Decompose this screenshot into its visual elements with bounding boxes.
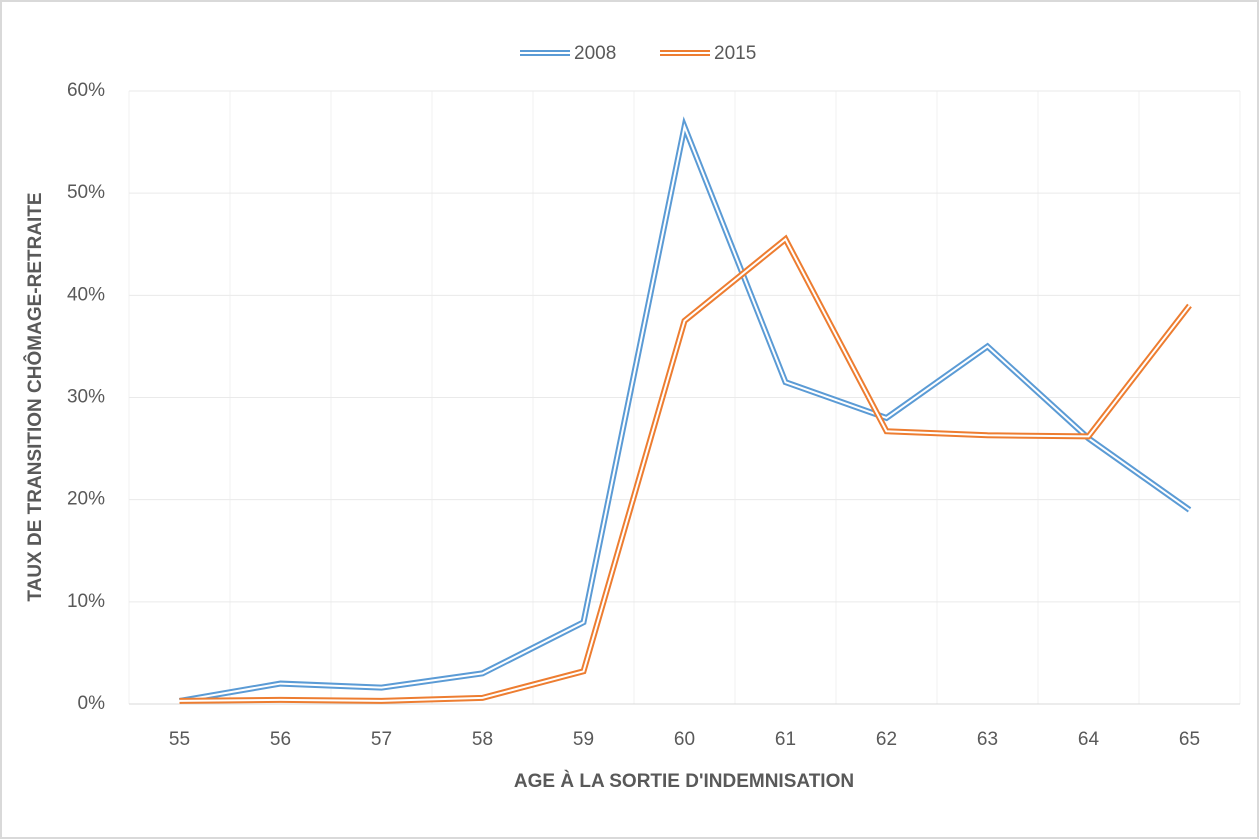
x-tick-label: 57 (371, 729, 392, 750)
y-tick-label: 60% (67, 80, 105, 101)
y-axis-title: TAUX DE TRANSITION CHÔMAGE-RETRAITE (24, 192, 46, 601)
x-tick-label: 64 (1078, 729, 1100, 750)
y-tick-label: 50% (67, 182, 105, 203)
y-tick-label: 40% (67, 284, 105, 305)
x-tick-label: 59 (573, 729, 594, 750)
x-tick-label: 60 (674, 729, 695, 750)
x-tick-label: 55 (169, 729, 190, 750)
y-tick-label: 0% (78, 693, 106, 714)
y-tick-label: 10% (67, 591, 105, 612)
x-tick-label: 65 (1179, 729, 1200, 750)
x-tick-label: 63 (977, 729, 998, 750)
series-line-inner (179, 237, 1191, 702)
series-line-inner (179, 123, 1191, 702)
legend-label: 2008 (574, 43, 616, 64)
legend-label: 2015 (714, 43, 756, 64)
x-axis-title: AGE À LA SORTIE D'INDEMNISATION (514, 770, 854, 792)
x-tick-label: 61 (775, 729, 796, 750)
x-tick-label: 56 (270, 729, 291, 750)
y-tick-label: 30% (67, 387, 105, 408)
x-tick-label: 62 (876, 729, 897, 750)
y-tick-label: 20% (67, 489, 105, 510)
x-tick-label: 58 (472, 729, 493, 750)
